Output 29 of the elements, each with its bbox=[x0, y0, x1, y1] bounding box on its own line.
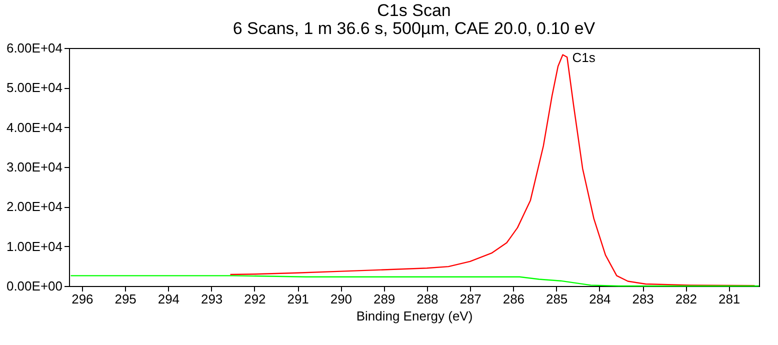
x-axis-title: Binding Energy (eV) bbox=[356, 308, 473, 324]
x-tick-label: 293 bbox=[200, 292, 223, 306]
y-tick-label: 6.00E+04 bbox=[6, 40, 62, 56]
x-tick-label: 283 bbox=[632, 292, 654, 306]
x-tick-label: 288 bbox=[416, 292, 438, 306]
line-series bbox=[70, 275, 760, 287]
x-tick-label: 287 bbox=[460, 292, 482, 306]
y-tick-label: 1.00E+04 bbox=[6, 238, 62, 254]
x-tick-label: 284 bbox=[589, 292, 611, 306]
x-tick-label: 294 bbox=[158, 292, 180, 306]
y-tick-label: 2.00E+04 bbox=[6, 199, 62, 214]
x-tick-label: 292 bbox=[244, 292, 266, 306]
chart-subtitle: 6 Scans, 1 m 36.6 s, 500µm, CAE 20.0, 0.10 eV bbox=[232, 19, 596, 38]
x-tick-label: 290 bbox=[330, 292, 352, 306]
x-tick-label: 286 bbox=[502, 292, 525, 306]
chart-title: C1s Scan bbox=[377, 1, 451, 20]
x-tick-label: 291 bbox=[287, 292, 309, 306]
line-series bbox=[230, 54, 756, 286]
x-tick-label: 285 bbox=[546, 292, 568, 306]
y-tick-label: 5.00E+04 bbox=[6, 80, 62, 96]
y-tick-label: 4.00E+04 bbox=[6, 120, 62, 135]
x-tick-label: 281 bbox=[718, 292, 740, 306]
y-tick-label: 0.00E+00 bbox=[6, 278, 62, 294]
y-tick-label: 3.00E+04 bbox=[6, 160, 62, 174]
x-tick-label: 289 bbox=[373, 292, 396, 306]
x-tick-label: 296 bbox=[72, 292, 94, 306]
x-tick-label: 295 bbox=[114, 292, 136, 306]
x-tick-label: 282 bbox=[675, 292, 698, 306]
annotation: C1s bbox=[572, 50, 596, 65]
